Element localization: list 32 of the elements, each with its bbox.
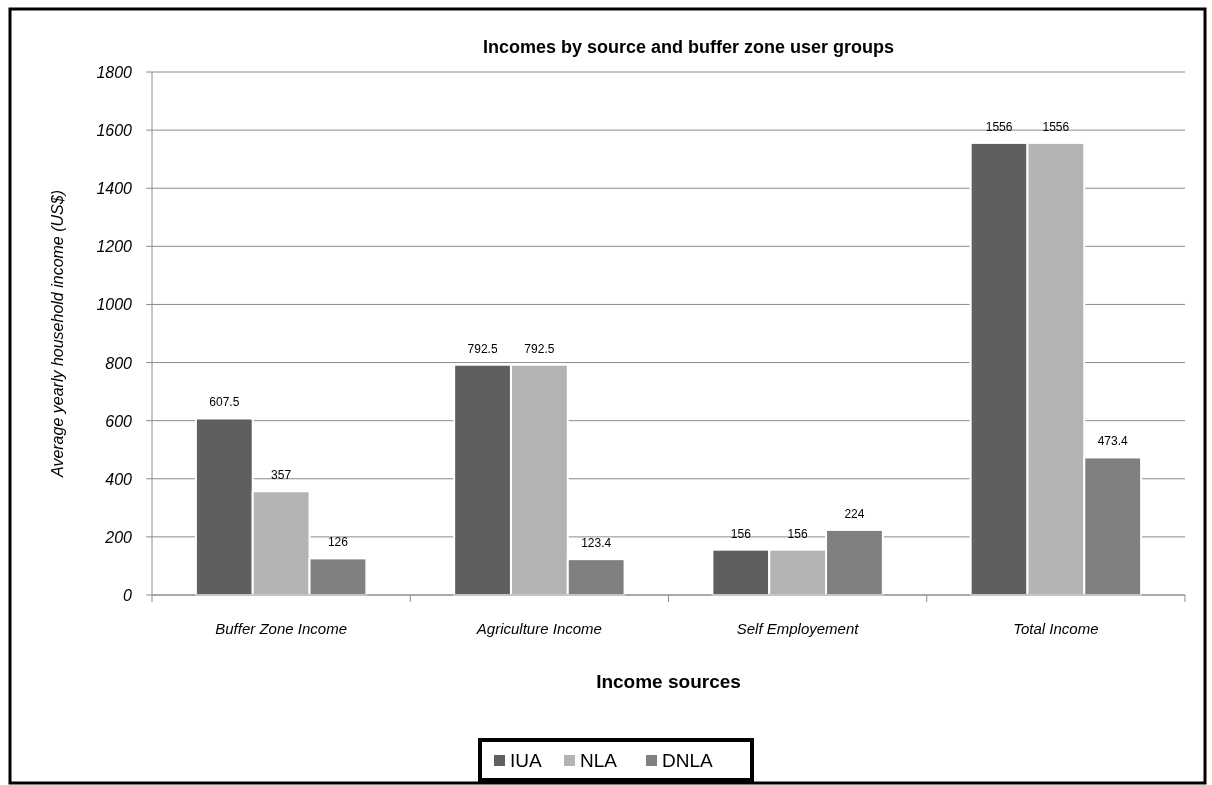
- y-tick-label: 200: [104, 528, 133, 546]
- data-label: 792.5: [524, 341, 555, 356]
- y-tick-label: 600: [105, 412, 133, 430]
- y-tick-label: 1400: [96, 180, 133, 198]
- data-label: 156: [787, 526, 808, 541]
- y-axis-title: Average yearly household income (US$): [49, 190, 66, 478]
- data-label: 607.5: [209, 395, 240, 410]
- data-label: 156: [730, 526, 752, 541]
- y-tick-label: 1600: [96, 122, 133, 140]
- legend-label: DNLA: [662, 750, 714, 771]
- y-tick-label: 1200: [96, 238, 133, 256]
- x-tick-label: Agriculture Income: [475, 620, 602, 637]
- x-tick-label: Self Employement: [736, 620, 860, 637]
- x-tick-label: Buffer Zone Income: [215, 620, 347, 637]
- y-tick-label: 400: [105, 470, 133, 488]
- chart-title: Incomes by source and buffer zone user groups: [482, 37, 895, 57]
- y-tick-label: 0: [123, 587, 133, 604]
- data-label: 792.5: [467, 341, 498, 356]
- x-axis-title: Income sources: [596, 671, 741, 692]
- y-tick-label: 1000: [96, 296, 133, 314]
- data-label: 224: [844, 506, 865, 521]
- data-label: 1556: [1042, 119, 1070, 134]
- data-label: 357: [271, 468, 292, 483]
- data-label: 126: [327, 535, 349, 550]
- data-label: 473.4: [1097, 434, 1129, 449]
- x-tick-label: Total Income: [1013, 620, 1099, 637]
- data-label: 1556: [985, 119, 1013, 134]
- y-tick-label: 800: [105, 354, 133, 372]
- legend-label: NLA: [580, 750, 618, 771]
- data-label: 123.4: [581, 536, 612, 551]
- y-tick-label: 1800: [96, 64, 133, 81]
- legend-label: IUA: [510, 750, 542, 771]
